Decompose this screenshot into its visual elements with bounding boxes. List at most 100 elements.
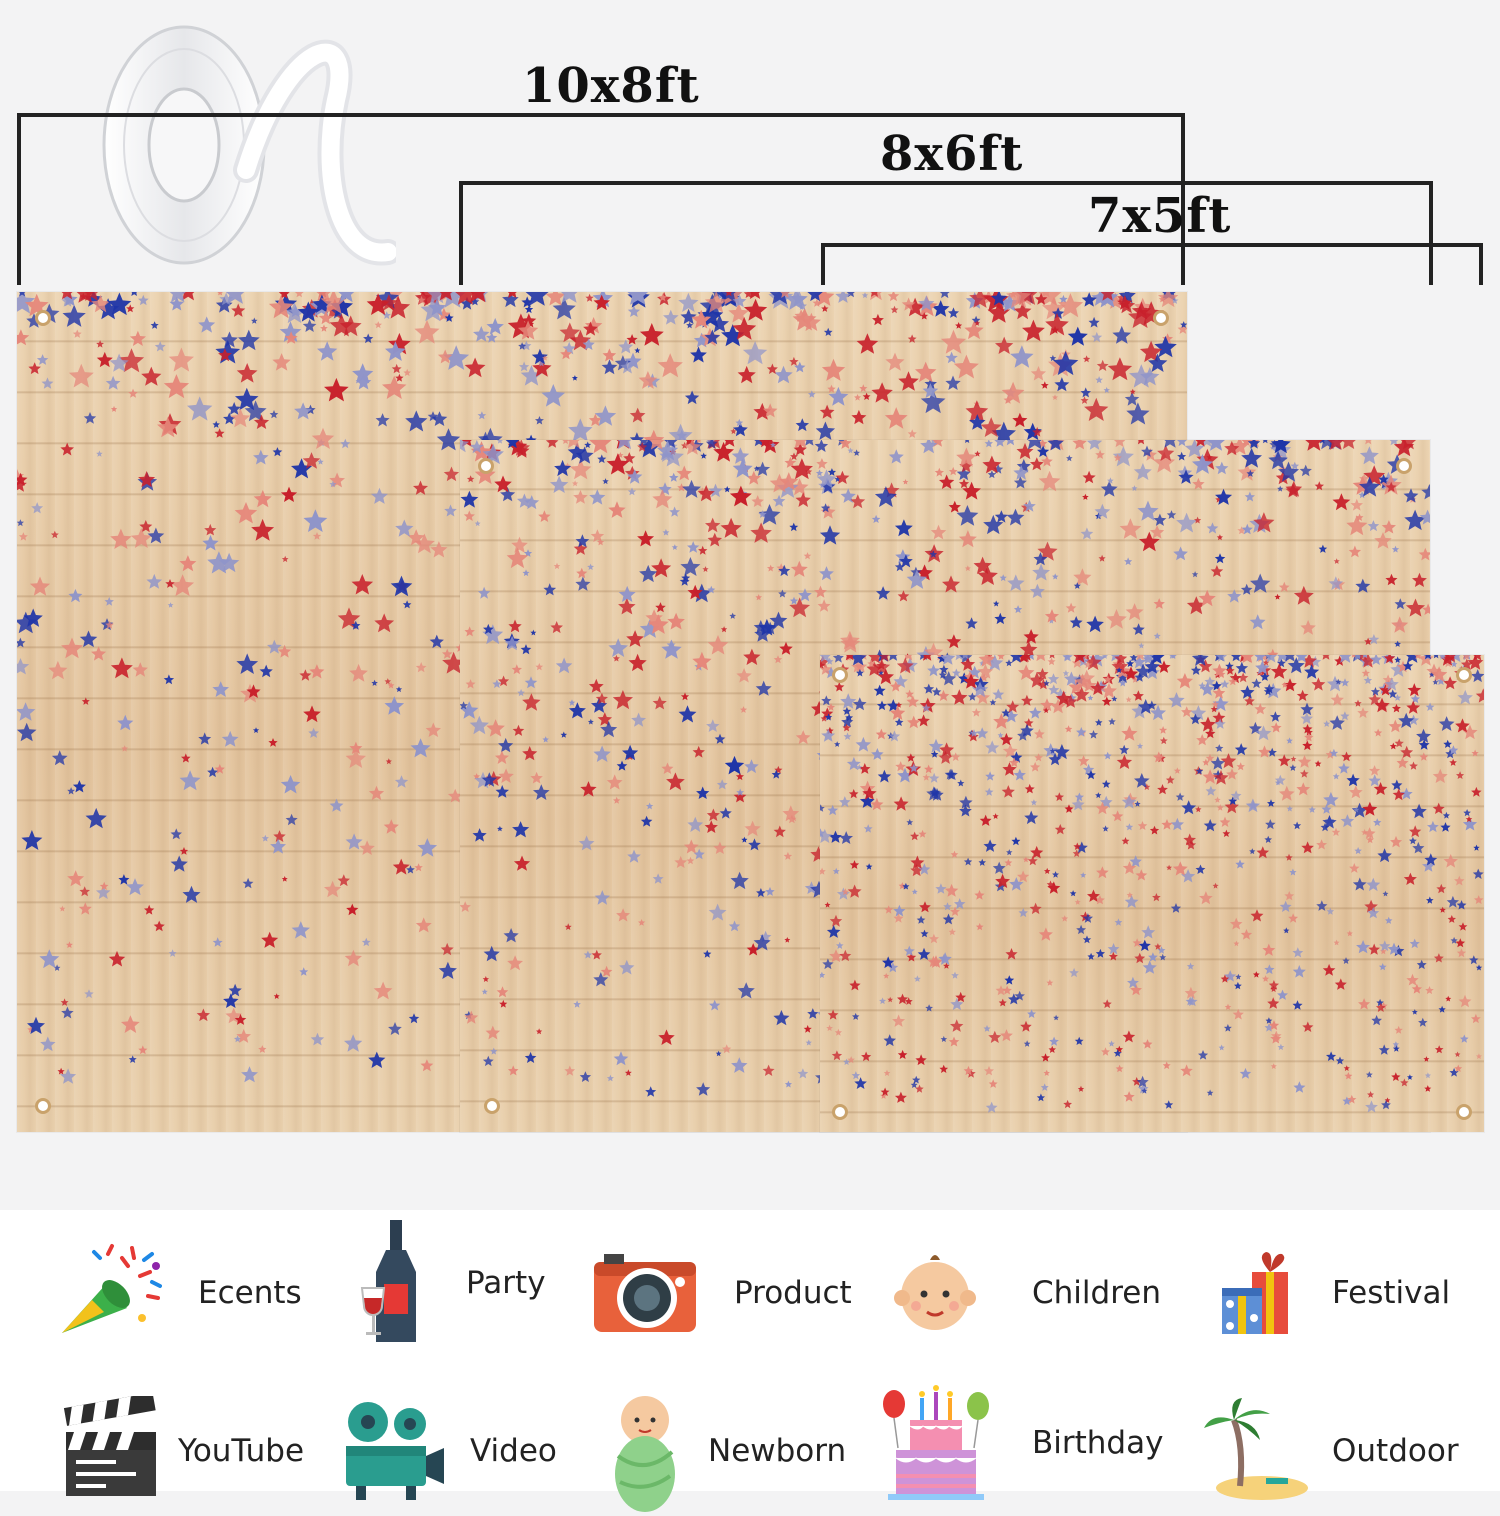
star-confetti — [662, 529, 670, 536]
star-confetti — [110, 405, 118, 412]
star-confetti — [1139, 531, 1160, 552]
star-confetti — [895, 701, 902, 708]
star-confetti — [474, 520, 481, 527]
star-confetti — [845, 655, 854, 661]
star-confetti — [1235, 973, 1242, 980]
star-confetti — [1394, 738, 1404, 748]
use-item-youtube: YouTube — [52, 1396, 304, 1506]
star-confetti — [104, 596, 114, 606]
star-confetti — [1132, 690, 1144, 701]
star-confetti — [1091, 331, 1103, 343]
star-confetti — [1285, 483, 1301, 498]
star-confetti — [1445, 995, 1452, 1002]
star-confetti — [1189, 713, 1201, 725]
star-confetti — [619, 959, 635, 975]
star-confetti — [258, 1045, 267, 1053]
star-confetti — [959, 459, 973, 473]
star-confetti — [744, 820, 761, 837]
star-confetti — [1455, 938, 1466, 948]
star-confetti — [883, 972, 890, 979]
star-confetti — [1228, 677, 1238, 686]
star-confetti — [780, 292, 790, 298]
star-confetti — [1018, 664, 1035, 680]
star-confetti — [460, 701, 479, 719]
star-confetti — [646, 802, 654, 810]
star-confetti — [1366, 835, 1374, 844]
star-confetti — [784, 937, 791, 943]
star-confetti — [1457, 689, 1473, 705]
star-confetti — [831, 1050, 843, 1061]
star-confetti — [1318, 544, 1328, 553]
star-confetti — [1041, 455, 1053, 467]
star-confetti — [60, 442, 74, 456]
star-confetti — [1406, 655, 1419, 663]
star-confetti — [273, 830, 286, 842]
star-confetti — [1458, 994, 1472, 1008]
star-confetti — [1186, 596, 1206, 615]
star-confetti — [83, 412, 97, 424]
use-label: Outdoor — [1332, 1433, 1459, 1469]
star-confetti — [167, 602, 174, 608]
star-confetti — [1020, 501, 1032, 513]
star-confetti — [1125, 823, 1134, 831]
star-confetti — [415, 662, 427, 673]
star-confetti — [395, 519, 414, 537]
star-confetti — [1314, 760, 1322, 767]
star-confetti — [729, 485, 752, 507]
star-confetti — [1443, 739, 1452, 748]
star-confetti — [696, 440, 702, 444]
star-confetti — [1394, 1025, 1403, 1034]
star-confetti — [937, 689, 950, 701]
star-confetti — [157, 416, 179, 438]
star-confetti — [1083, 660, 1092, 669]
star-confetti — [1439, 906, 1446, 913]
star-confetti — [1008, 993, 1020, 1005]
star-confetti — [965, 292, 984, 309]
star-confetti — [1153, 751, 1165, 763]
star-confetti — [1067, 326, 1088, 346]
star-confetti — [871, 382, 893, 403]
star-confetti — [1400, 787, 1413, 800]
star-confetti — [827, 468, 836, 476]
star-confetti — [575, 534, 590, 548]
star-confetti — [1094, 503, 1111, 519]
star-confetti — [1385, 916, 1393, 924]
star-confetti — [732, 294, 747, 308]
star-confetti — [1230, 655, 1242, 662]
star-confetti — [1130, 983, 1142, 996]
star-confetti — [920, 929, 929, 938]
star-confetti — [1230, 917, 1243, 930]
star-confetti — [1032, 426, 1043, 437]
star-confetti — [1286, 805, 1293, 812]
star-confetti — [1168, 692, 1185, 708]
star-confetti — [559, 322, 581, 343]
star-confetti — [1013, 605, 1023, 614]
star-confetti — [1023, 629, 1039, 644]
star-confetti — [502, 292, 519, 308]
star-confetti — [68, 363, 94, 388]
star-confetti — [337, 607, 361, 629]
star-confetti — [884, 407, 908, 429]
star-confetti — [1134, 773, 1150, 788]
star-confetti — [385, 341, 406, 361]
star-confetti — [852, 697, 867, 711]
star-confetti — [390, 575, 413, 597]
star-confetti — [879, 655, 890, 662]
star-confetti — [1400, 745, 1414, 758]
star-confetti — [1200, 716, 1216, 732]
star-confetti — [929, 955, 943, 968]
star-confetti — [637, 530, 655, 547]
star-confetti — [1283, 678, 1297, 692]
star-confetti — [1234, 743, 1248, 756]
star-confetti — [1342, 957, 1350, 964]
star-confetti — [169, 296, 185, 311]
star-confetti — [985, 740, 1000, 754]
star-confetti — [1187, 996, 1198, 1007]
star-confetti — [1107, 477, 1114, 484]
star-confetti — [826, 1024, 833, 1031]
star-confetti — [1473, 844, 1480, 851]
star-confetti — [595, 692, 608, 705]
use-item-outdoor: Outdoor — [1200, 1396, 1459, 1506]
star-confetti — [60, 1068, 77, 1084]
star-confetti — [1036, 655, 1046, 662]
